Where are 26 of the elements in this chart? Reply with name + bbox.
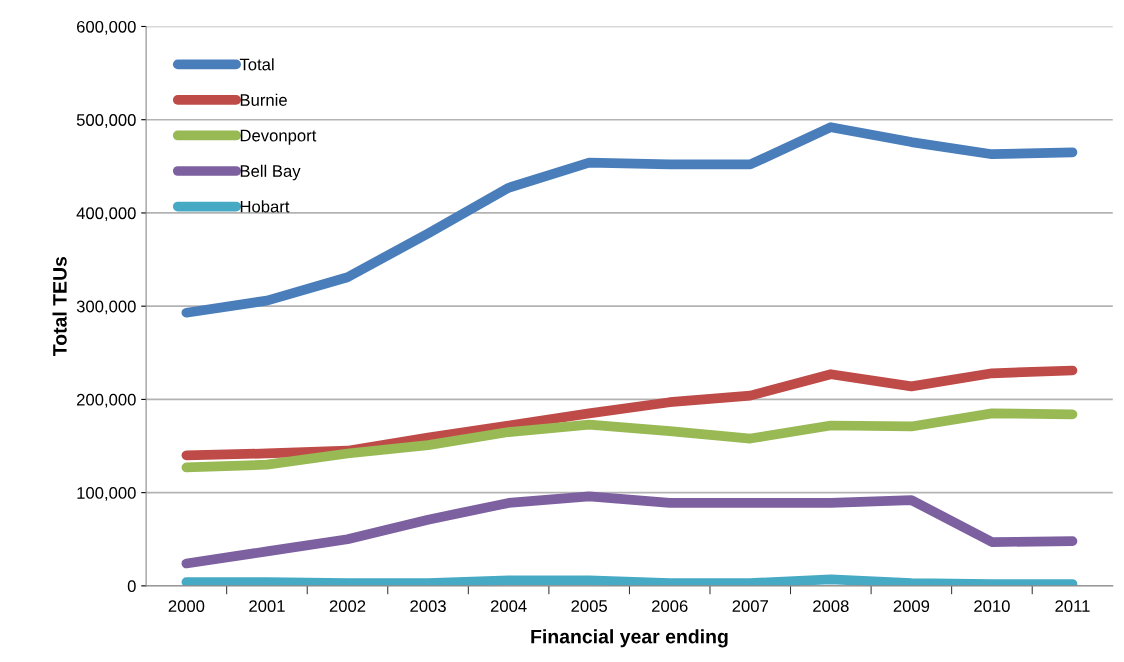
x-tick-label: 2007: [732, 600, 768, 612]
y-tick-label: 100,000: [77, 487, 136, 501]
x-tick-label: 2008: [813, 600, 849, 612]
x-tick-label: 2003: [410, 600, 446, 612]
y-tick-label: 300,000: [76, 300, 136, 315]
y-tick-label: 0: [127, 580, 136, 593]
x-tick-label: 2009: [893, 600, 930, 612]
y-tick-label: 400,000: [76, 207, 136, 222]
legend-label: Total: [239, 58, 274, 71]
x-tick-label: 2000: [168, 600, 205, 612]
x-axis-title: Financial year ending: [531, 629, 728, 648]
y-tick-label: 200,000: [77, 393, 136, 408]
x-tick-label: 2002: [329, 600, 366, 612]
x-tick-label: 2004: [490, 600, 527, 612]
y-tick-label: 600,000: [77, 20, 136, 35]
legend-label: Burnie: [240, 93, 287, 106]
legend-label: Devonport: [240, 129, 317, 145]
x-tick-label: 2006: [652, 600, 688, 612]
y-tick-label: 500,000: [76, 114, 136, 128]
legend-label: Bell Bay: [240, 164, 301, 181]
x-tick-label: 2005: [571, 600, 607, 612]
y-axis-title: Total TEUs: [52, 256, 67, 357]
x-tick-label: 2001: [249, 600, 285, 612]
x-tick-label: 2010: [974, 600, 1010, 612]
x-tick-label: 2011: [1055, 600, 1090, 612]
legend-label: Hobart: [240, 200, 290, 213]
